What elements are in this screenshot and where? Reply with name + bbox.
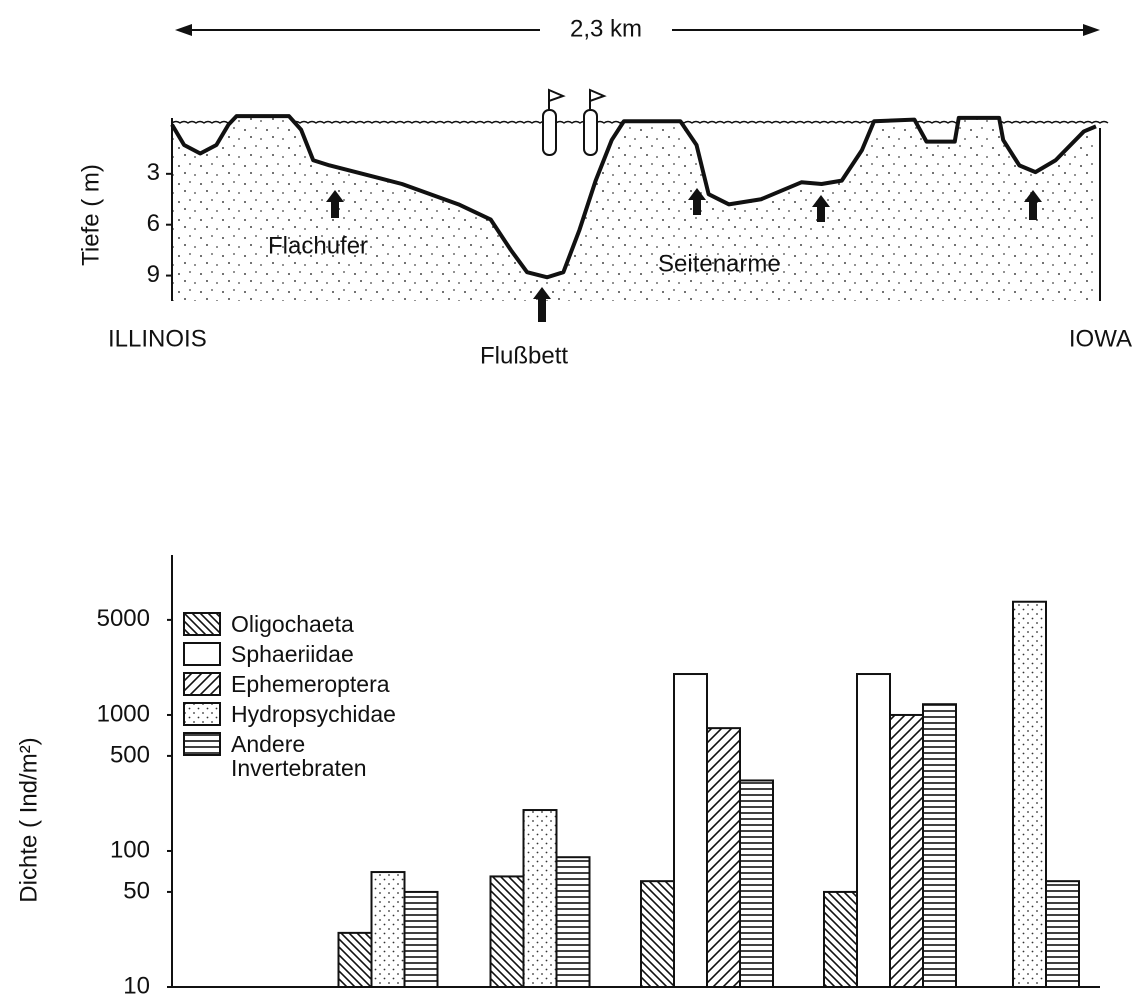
bar — [823, 890, 858, 988]
legend-entry: Sphaeriidae — [183, 642, 428, 666]
legend-swatch — [183, 732, 221, 756]
bar — [640, 880, 675, 989]
bank-label: ILLINOIS — [108, 325, 207, 352]
bar — [1012, 600, 1047, 988]
legend: Oligochaeta Sphaeriidae Ephemeroptera Hydro… — [183, 612, 428, 786]
width-arrow — [175, 24, 1100, 36]
bar — [555, 856, 591, 988]
bar — [673, 673, 708, 988]
bar — [739, 779, 774, 989]
profile-chart: 3 6 9 Tiefe ( m) Flachufer Seitenarme Flußbett… — [77, 114, 1132, 369]
sediment — [172, 116, 1096, 301]
legend-label: Andere Invertebraten — [231, 731, 367, 781]
legend-swatch — [183, 672, 221, 696]
y-tick-label: 6 — [147, 210, 160, 237]
bar — [370, 871, 406, 988]
y-tick-label: 9 — [147, 261, 160, 288]
legend-label: Oligochaeta — [231, 611, 354, 637]
legend-entry: Hydropsychidae — [183, 702, 428, 726]
legend-label: Sphaeriidae — [231, 641, 354, 667]
legend-entry: Andere Invertebraten — [183, 732, 428, 780]
legend-label: Ephemeroptera — [231, 671, 390, 697]
bar — [706, 727, 741, 988]
legend-entry: Ephemeroptera — [183, 672, 428, 696]
bar — [403, 890, 439, 988]
legend-swatch-box — [183, 732, 221, 756]
legend-entry: Oligochaeta — [183, 612, 428, 636]
legend-swatch-box — [183, 612, 221, 636]
legend-swatch — [183, 702, 221, 726]
y-tick-label: 1000 — [97, 700, 150, 727]
y-axis-title: Tiefe ( m) — [77, 164, 104, 266]
region-label: Flachufer — [268, 232, 368, 259]
station-arrows — [326, 188, 1042, 322]
y-tick-label: 10 — [123, 972, 150, 999]
legend-label: Hydropsychidae — [231, 701, 396, 727]
region-label: Flußbett — [480, 342, 568, 369]
bar — [522, 809, 558, 989]
y-tick-label: 50 — [123, 877, 150, 904]
bar — [856, 673, 891, 988]
y-axis-title: Dichte ( Ind/m²) — [15, 737, 42, 902]
y-tick-label: 100 — [110, 836, 150, 863]
region-label: Seitenarme — [658, 250, 781, 277]
width-label: 2,3 km — [570, 15, 642, 42]
legend-swatch — [183, 642, 221, 666]
buoys — [542, 88, 607, 156]
river-bed-line — [170, 114, 1097, 280]
bar — [489, 875, 525, 989]
y-tick-label: 5000 — [97, 605, 150, 632]
bar — [1045, 880, 1080, 989]
bar — [922, 703, 957, 988]
y-tick-label: 3 — [147, 159, 160, 186]
y-tick-label: 500 — [110, 741, 150, 768]
legend-swatch-box — [183, 672, 221, 696]
legend-swatch-box — [183, 702, 221, 726]
bar — [337, 931, 373, 989]
legend-swatch — [183, 612, 221, 636]
bank-label: IOWA — [1069, 325, 1132, 352]
bar — [889, 713, 924, 988]
legend-swatch-box — [183, 642, 221, 666]
bar-chart: 10 50 100 500 1000 5000 Dichte ( Ind/m²) — [15, 555, 1100, 999]
